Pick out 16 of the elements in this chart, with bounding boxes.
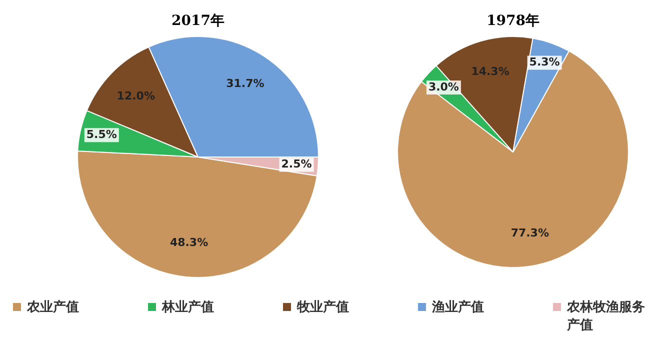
data-label: 14.3% (471, 64, 510, 78)
legend-label: 渔业产值 (432, 298, 484, 316)
data-label: 3.0% (428, 80, 459, 94)
data-label: 12.0% (116, 89, 155, 102)
data-label: 31.7% (226, 77, 264, 90)
legend-label: 牧业产值 (297, 298, 349, 316)
chart-title: 1978年 (486, 12, 540, 31)
chart-title: 2017年 (170, 12, 226, 31)
data-label: 77.3% (510, 226, 549, 240)
legend-label: 林业产值 (162, 298, 214, 316)
legend-label: 农林牧渔服务产值 (567, 299, 646, 334)
data-label: 2.5% (281, 158, 312, 171)
data-label: 5.3% (529, 56, 560, 69)
legend-label: 农业产值 (27, 298, 79, 316)
data-label: 5.5% (86, 128, 117, 141)
data-label: 48.3% (170, 236, 208, 250)
